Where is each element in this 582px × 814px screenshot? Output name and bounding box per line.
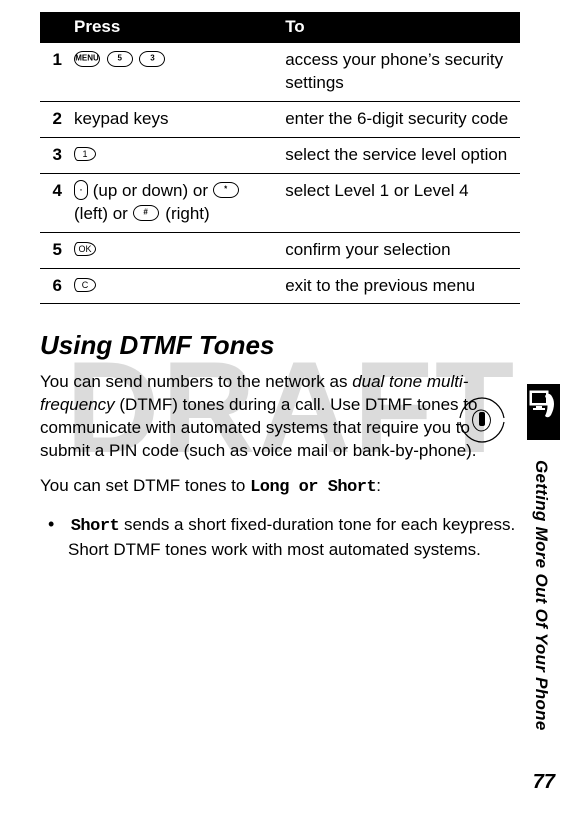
bullet1-mono: Short: [71, 517, 120, 536]
section-heading: Using DTMF Tones: [40, 330, 520, 361]
key-ok-icon: [74, 242, 96, 256]
table-row: 5 confirm your selection: [40, 232, 520, 268]
para1-part-a: You can send numbers to the network as: [40, 372, 352, 391]
table-row: 1 access your phone’s security settings: [40, 43, 520, 101]
col-header-press: Press: [66, 12, 277, 43]
to-cell: enter the 6-digit security code: [277, 101, 520, 137]
key-clear-icon: [74, 278, 96, 292]
network-subscription-dependent-icon: [452, 390, 512, 450]
page-content: Press To 1 access your phone’s security …: [0, 0, 582, 562]
para2-part-b: :: [376, 476, 381, 495]
step-number: 2: [40, 101, 66, 137]
para2-part-a: You can set DTMF tones to: [40, 476, 250, 495]
step-number: 6: [40, 268, 66, 304]
to-cell: confirm your selection: [277, 232, 520, 268]
to-cell: select Level 1 or Level 4: [277, 173, 520, 232]
side-tab: [527, 384, 560, 440]
table-row: 4 (up or down) or (left) or (right) sele…: [40, 173, 520, 232]
phone-computer-icon: [529, 389, 558, 435]
table-row: 3 select the service level option: [40, 137, 520, 173]
press-cell: [66, 232, 277, 268]
step-number: 5: [40, 232, 66, 268]
press-cell: keypad keys: [66, 101, 277, 137]
key-1-icon: [74, 147, 96, 161]
press-cell: (up or down) or (left) or (right): [66, 173, 277, 232]
paragraph-1: You can send numbers to the network as d…: [40, 371, 520, 463]
to-cell: exit to the previous menu: [277, 268, 520, 304]
step-number: 3: [40, 137, 66, 173]
to-cell: access your phone’s security settings: [277, 43, 520, 101]
key-menu-icon: [74, 51, 100, 67]
key-star-icon: [213, 182, 239, 198]
steps-table: Press To 1 access your phone’s security …: [40, 12, 520, 304]
step-number: 4: [40, 173, 66, 232]
para2-mono: Long or Short: [250, 478, 376, 497]
col-header-to: To: [277, 12, 520, 43]
list-item: Short sends a short fixed-duration tone …: [68, 512, 520, 562]
to-cell: select the service level option: [277, 137, 520, 173]
scroll-key-icon: [74, 180, 88, 200]
page-number: 77: [533, 771, 555, 794]
side-text-label: Getting More Out Of Your Phone: [531, 460, 551, 731]
key-5-icon: [107, 51, 133, 67]
paragraph-2: You can set DTMF tones to Long or Short:: [40, 475, 520, 500]
side-running-head: Getting More Out Of Your Phone: [528, 460, 558, 760]
bullet-list: Short sends a short fixed-duration tone …: [40, 512, 520, 562]
col-header-step: [40, 12, 66, 43]
table-row: 2 keypad keys enter the 6-digit security…: [40, 101, 520, 137]
press-cell: [66, 137, 277, 173]
step-number: 1: [40, 43, 66, 101]
press-cell: [66, 43, 277, 101]
press-cell: [66, 268, 277, 304]
table-row: 6 exit to the previous menu: [40, 268, 520, 304]
key-3-icon: [139, 51, 165, 67]
key-hash-icon: [133, 205, 159, 221]
bullet1-rest: sends a short fixed-duration tone for ea…: [68, 515, 515, 559]
